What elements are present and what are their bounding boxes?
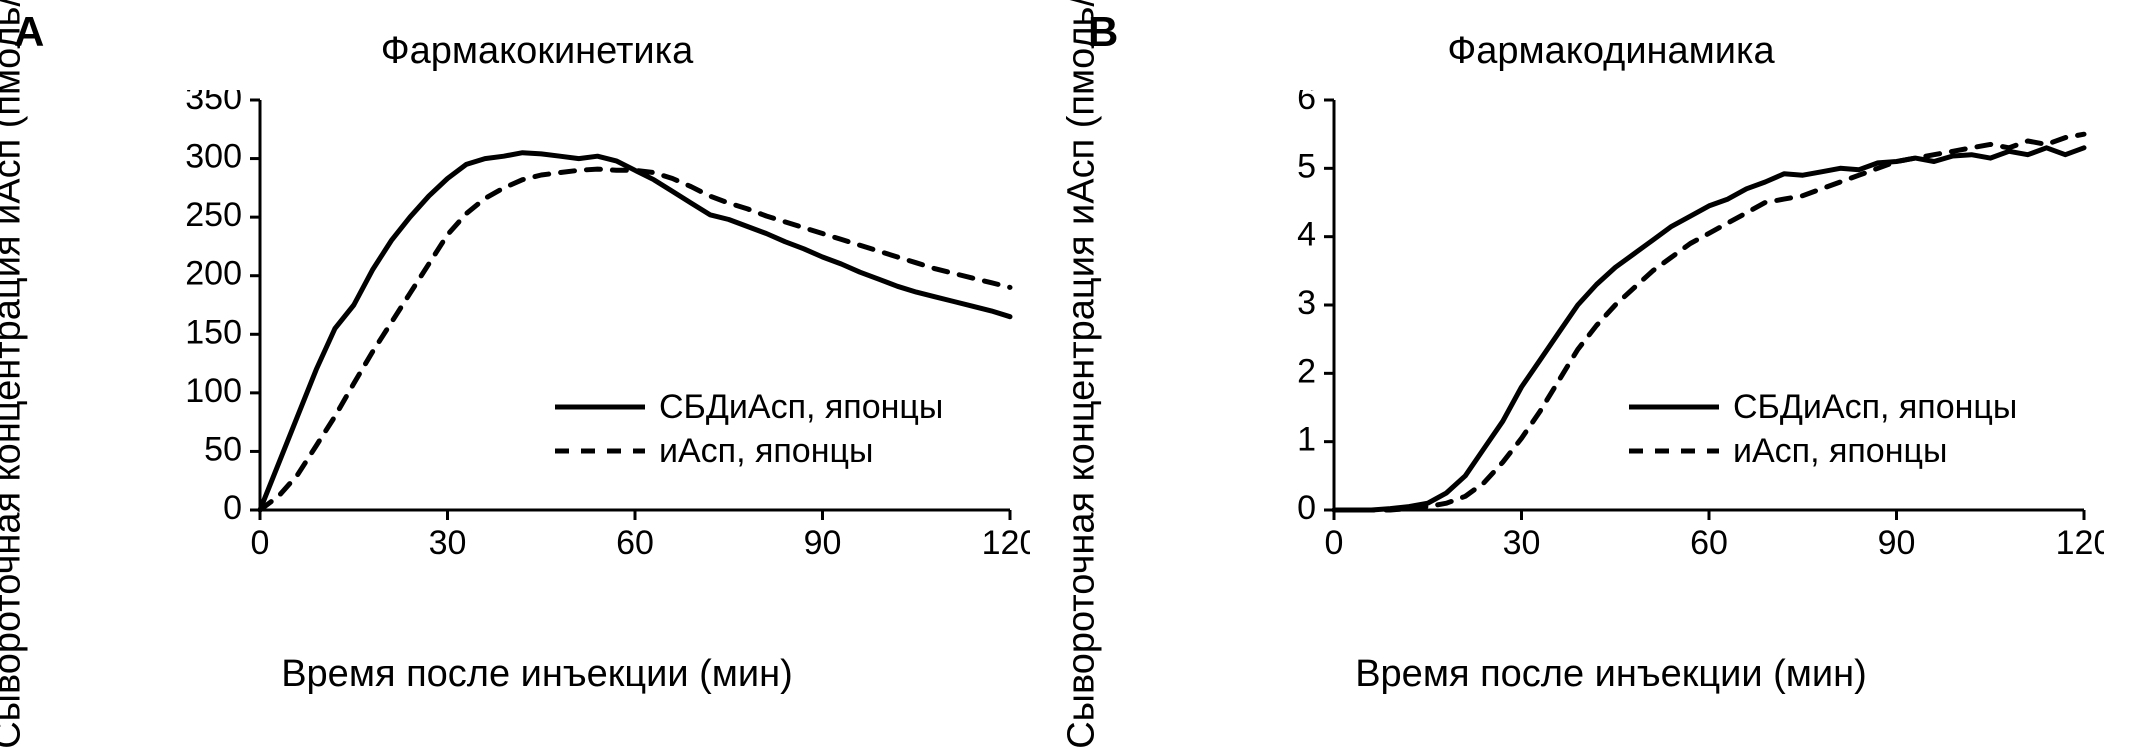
panel-b-svg: 01234560306090120: [1254, 90, 2104, 570]
xtick-label: 0: [1325, 524, 1344, 562]
panel-b-plot: 01234560306090120 СБДиАсп, японцыиАсп, я…: [1254, 90, 2104, 570]
legend-swatch: [555, 395, 645, 419]
panel-a: A Фармакокинетика Сывороточная концентра…: [0, 0, 1074, 710]
legend-row: иАсп, японцы: [1629, 429, 2017, 473]
ytick-label: 200: [185, 255, 242, 293]
xtick-label: 90: [1878, 524, 1916, 562]
panel-a-legend: СБДиАсп, японцыиАсп, японцы: [545, 379, 953, 479]
panel-b-ylabel-text: Сывороточная концентрация иАсп (пмоль/л): [1061, 0, 1104, 749]
ytick-label: 3: [1297, 284, 1316, 322]
ytick-label: 0: [1297, 489, 1316, 527]
ytick-label: 250: [185, 196, 242, 234]
ytick-label: 300: [185, 138, 242, 176]
legend-swatch: [555, 439, 645, 463]
xtick-label: 60: [616, 524, 654, 562]
ytick-label: 150: [185, 313, 242, 351]
xtick-label: 30: [429, 524, 467, 562]
figure-wrap: A Фармакокинетика Сывороточная концентра…: [0, 0, 2148, 710]
ytick-label: 1: [1297, 421, 1316, 459]
legend-label: иАсп, японцы: [1733, 429, 1947, 473]
legend-row: СБДиАсп, японцы: [555, 385, 943, 429]
xtick-label: 90: [804, 524, 842, 562]
panel-a-svg: 0 50 100 150 200 250 300 350 0 30 60 90 120: [180, 90, 1030, 570]
legend-label: иАсп, японцы: [659, 429, 873, 473]
panel-a-ylabel-text: Сывороточная концентрация иАсп (пмоль/л): [0, 0, 30, 749]
panel-b-title: Фармакодинамика: [1074, 30, 2148, 73]
legend-swatch: [1629, 439, 1719, 463]
ytick-label: 4: [1297, 216, 1316, 254]
ytick-label: 5: [1297, 147, 1316, 185]
xtick-label: 120: [2056, 524, 2104, 562]
legend-label: СБДиАсп, японцы: [1733, 385, 2017, 429]
panel-a-plot: 0 50 100 150 200 250 300 350 0 30 60 90 120 СБДиАсп,…: [180, 90, 1030, 570]
ytick-label: 2: [1297, 352, 1316, 390]
ytick-label: 50: [204, 430, 242, 468]
panel-a-xlabel: Время после инъекции (мин): [0, 653, 1074, 696]
xtick-label: 120: [982, 524, 1030, 562]
panel-b-legend: СБДиАсп, японцыиАсп, японцы: [1619, 379, 2027, 479]
legend-row: иАсп, японцы: [555, 429, 943, 473]
ytick-label: 6: [1297, 90, 1316, 117]
ytick-label: 100: [185, 372, 242, 410]
panel-b-xlabel: Время после инъекции (мин): [1074, 653, 2148, 696]
xtick-label: 30: [1503, 524, 1541, 562]
legend-label: СБДиАсп, японцы: [659, 385, 943, 429]
panel-b-axes: 01234560306090120: [1297, 90, 2104, 562]
legend-swatch: [1629, 395, 1719, 419]
xtick-label: 0: [251, 524, 270, 562]
legend-row: СБДиАсп, японцы: [1629, 385, 2017, 429]
panel-b: B Фармакодинамика Сывороточная концентра…: [1074, 0, 2148, 710]
panel-a-title: Фармакокинетика: [0, 30, 1074, 73]
ytick-label: 350: [185, 90, 242, 117]
ytick-label: 0: [223, 489, 242, 527]
xtick-label: 60: [1690, 524, 1728, 562]
